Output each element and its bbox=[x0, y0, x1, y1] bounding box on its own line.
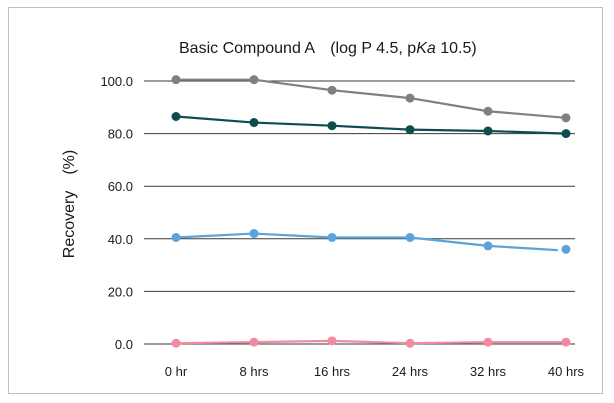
y-tick-label: 100.0 bbox=[100, 74, 133, 89]
data-point bbox=[327, 232, 337, 242]
data-point bbox=[483, 241, 493, 251]
data-point bbox=[405, 338, 415, 348]
series-4 bbox=[171, 336, 571, 348]
series-3 bbox=[171, 229, 571, 254]
series-1 bbox=[171, 75, 571, 123]
data-point bbox=[561, 244, 571, 254]
data-point bbox=[405, 93, 415, 103]
data-point bbox=[483, 337, 493, 347]
data-point bbox=[405, 125, 415, 135]
x-tick-labels: 0 hr 8 hrs 16 hrs 24 hrs 32 hrs 40 hrs bbox=[165, 364, 585, 379]
y-tick-label: 80.0 bbox=[108, 127, 133, 142]
chart-title-part-3: 10.5) bbox=[436, 40, 477, 57]
x-tick-label: 16 hrs bbox=[314, 364, 351, 379]
y-tick-label: 40.0 bbox=[108, 232, 133, 247]
series-line bbox=[174, 232, 559, 252]
data-point bbox=[405, 232, 415, 242]
y-tick-label: 0.0 bbox=[115, 337, 133, 352]
chart-title-part-2: Ka bbox=[416, 40, 436, 57]
data-point bbox=[249, 229, 259, 239]
data-point bbox=[171, 112, 181, 122]
chart-svg: Basic Compound A (log P 4.5, pKa 10.5) R… bbox=[61, 40, 585, 379]
y-tick-labels: 0.0 20.0 40.0 60.0 80.0 100.0 bbox=[100, 74, 133, 352]
series-line bbox=[174, 339, 568, 345]
series-line bbox=[174, 78, 568, 119]
data-point bbox=[561, 113, 571, 123]
y-tick-label: 60.0 bbox=[108, 179, 133, 194]
x-tick-label: 0 hr bbox=[165, 364, 188, 379]
data-point bbox=[327, 336, 337, 346]
x-tick-label: 32 hrs bbox=[470, 364, 507, 379]
x-tick-label: 8 hrs bbox=[240, 364, 269, 379]
data-point bbox=[171, 232, 181, 242]
y-axis-label: Recovery (%) bbox=[61, 150, 78, 258]
series-line bbox=[174, 115, 568, 135]
data-point bbox=[327, 85, 337, 95]
data-point bbox=[171, 75, 181, 85]
data-point bbox=[249, 337, 259, 347]
y-tick-label: 20.0 bbox=[108, 284, 133, 299]
x-tick-label: 40 hrs bbox=[548, 364, 585, 379]
data-point bbox=[561, 129, 571, 139]
data-point bbox=[327, 121, 337, 131]
grid-layer bbox=[144, 80, 575, 345]
data-point bbox=[249, 118, 259, 128]
x-tick-label: 24 hrs bbox=[392, 364, 429, 379]
chart-frame: Basic Compound A (log P 4.5, pKa 10.5) R… bbox=[8, 7, 603, 394]
data-point bbox=[483, 126, 493, 136]
series-2 bbox=[171, 112, 571, 139]
data-point bbox=[561, 337, 571, 347]
data-point bbox=[171, 338, 181, 348]
data-point bbox=[483, 106, 493, 116]
chart-title: Basic Compound A (log P 4.5, pKa 10.5) bbox=[179, 40, 477, 57]
data-point bbox=[249, 75, 259, 85]
chart-title-part-1: Basic Compound A (log P 4.5, p bbox=[179, 40, 416, 57]
series-layer bbox=[171, 75, 571, 348]
